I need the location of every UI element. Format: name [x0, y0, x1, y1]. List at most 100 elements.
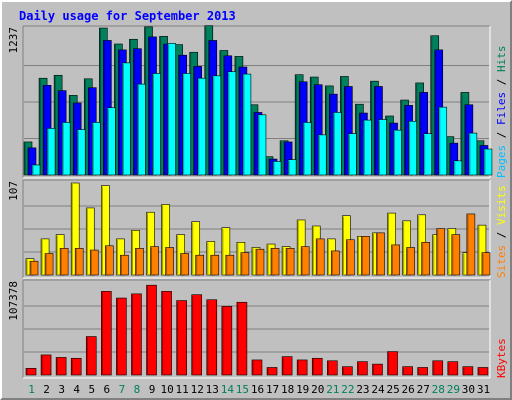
day-label-27: 27	[417, 383, 430, 396]
bar-kbytes-day-31	[477, 367, 489, 376]
bar-pages-day-20	[317, 134, 327, 176]
bar-kbytes-day-9	[146, 284, 157, 376]
day-label-19: 19	[296, 383, 309, 396]
day-label-8: 8	[134, 383, 141, 396]
bar-kbytes-day-16	[251, 359, 263, 376]
day-label-21: 21	[326, 383, 339, 396]
legend-text: /	[495, 72, 508, 92]
bar-kbytes-day-19	[296, 359, 308, 376]
bar-kbytes-day-24	[372, 363, 383, 376]
bar-kbytes-day-26	[402, 366, 413, 376]
legend-text: Files	[495, 92, 508, 125]
legend-text: /	[495, 125, 508, 145]
chart-title: Daily usage for September 2013	[19, 9, 236, 23]
day-label-26: 26	[402, 383, 415, 396]
legend-label: Pages / Files / Hits	[495, 46, 508, 179]
bar-kbytes-day-17	[266, 367, 278, 376]
bar-kbytes-day-23	[357, 361, 368, 376]
bar-kbytes-day-14	[221, 306, 233, 376]
bar-pages-day-31	[483, 148, 493, 176]
bar-kbytes-day-2	[40, 354, 52, 376]
day-label-12: 12	[191, 383, 204, 396]
bar-kbytes-day-5	[85, 336, 97, 376]
bar-kbytes-day-29	[447, 361, 459, 376]
panel-kbytes: 107378 KBytes	[7, 279, 508, 379]
bar-sites-day-18	[285, 248, 295, 276]
bar-sites-day-25	[391, 244, 400, 276]
legend-text: Pages	[495, 145, 508, 178]
day-label-4: 4	[73, 383, 80, 396]
bar-pages-day-27	[423, 133, 432, 176]
bar-sites-day-31	[481, 252, 491, 276]
day-label-2: 2	[43, 383, 50, 396]
bar-pages-day-9	[152, 73, 161, 176]
bar-pages-day-4	[76, 129, 86, 176]
bar-kbytes-day-27	[417, 367, 428, 376]
bar-pages-day-16	[257, 114, 267, 176]
bar-pages-day-30	[468, 132, 478, 176]
bar-pages-day-1	[31, 164, 41, 176]
bar-sites-day-13	[210, 254, 220, 276]
bar-pages-day-19	[302, 122, 312, 176]
day-label-17: 17	[266, 383, 279, 396]
bar-sites-day-23	[361, 236, 370, 276]
bar-pages-day-18	[287, 159, 297, 176]
bar-sites-day-30	[466, 213, 476, 276]
bar-pages-day-24	[378, 119, 387, 176]
bar-pages-day-6	[107, 107, 116, 176]
bar-kbytes-day-7	[116, 297, 127, 376]
day-label-18: 18	[281, 383, 294, 396]
bar-kbytes-day-30	[462, 366, 474, 376]
legend-label: KBytes	[495, 338, 508, 378]
bar-kbytes-day-25	[387, 351, 398, 376]
legend-text: Hits	[495, 46, 508, 73]
bar-sites-day-5	[89, 249, 99, 276]
day-label-16: 16	[251, 383, 264, 396]
day-label-1: 1	[28, 383, 35, 396]
max-value-label: 107378	[7, 281, 20, 321]
day-label-10: 10	[160, 383, 173, 396]
bar-sites-day-16	[255, 248, 265, 276]
bar-pages-day-10	[167, 43, 176, 176]
bar-sites-day-14	[225, 254, 235, 276]
bar-sites-day-8	[135, 248, 144, 276]
bar-sites-day-4	[74, 248, 84, 276]
bar-sites-day-1	[29, 260, 39, 276]
legend-text: Sites	[495, 245, 508, 278]
bar-kbytes-day-18	[281, 356, 293, 376]
day-label-22: 22	[341, 383, 354, 396]
day-label-28: 28	[432, 383, 445, 396]
day-label-14: 14	[221, 383, 235, 396]
bar-kbytes-day-1	[25, 368, 37, 376]
bar-kbytes-day-4	[70, 357, 82, 376]
bar-sites-day-27	[421, 242, 430, 276]
bar-pages-day-14	[227, 71, 237, 176]
day-label-15: 15	[236, 383, 249, 396]
legend-text: /	[495, 225, 508, 245]
bar-sites-day-2	[44, 253, 54, 276]
max-value-label: 107	[7, 181, 20, 201]
bar-sites-day-21	[330, 250, 340, 276]
bar-pages-day-22	[348, 133, 357, 176]
bar-sites-day-11	[180, 253, 189, 276]
bar-pages-day-29	[453, 160, 463, 176]
legend-text: KBytes	[495, 338, 508, 378]
bar-sites-day-19	[300, 246, 310, 276]
bar-kbytes-day-21	[326, 360, 338, 376]
bar-sites-day-22	[346, 239, 355, 276]
bar-sites-day-10	[165, 247, 174, 276]
legend-text: Visits	[495, 185, 508, 225]
bar-kbytes-day-12	[191, 294, 203, 376]
bar-sites-day-29	[451, 234, 461, 276]
max-value-label: 1237	[7, 27, 20, 54]
bar-pages-day-17	[272, 161, 282, 176]
day-label-7: 7	[119, 383, 126, 396]
x-axis: 1 2 3 4 5 6 7 8 9 10 11 12 13 14 15 16 17 18 19 20 21 22 23 24 2…	[28, 383, 490, 396]
bar-pages-day-26	[408, 120, 417, 176]
bar-kbytes-day-6	[101, 291, 112, 376]
bar-sites-day-20	[315, 238, 325, 276]
day-label-11: 11	[176, 383, 189, 396]
day-label-25: 25	[386, 383, 399, 396]
day-label-3: 3	[58, 383, 65, 396]
bar-kbytes-day-20	[311, 357, 323, 376]
